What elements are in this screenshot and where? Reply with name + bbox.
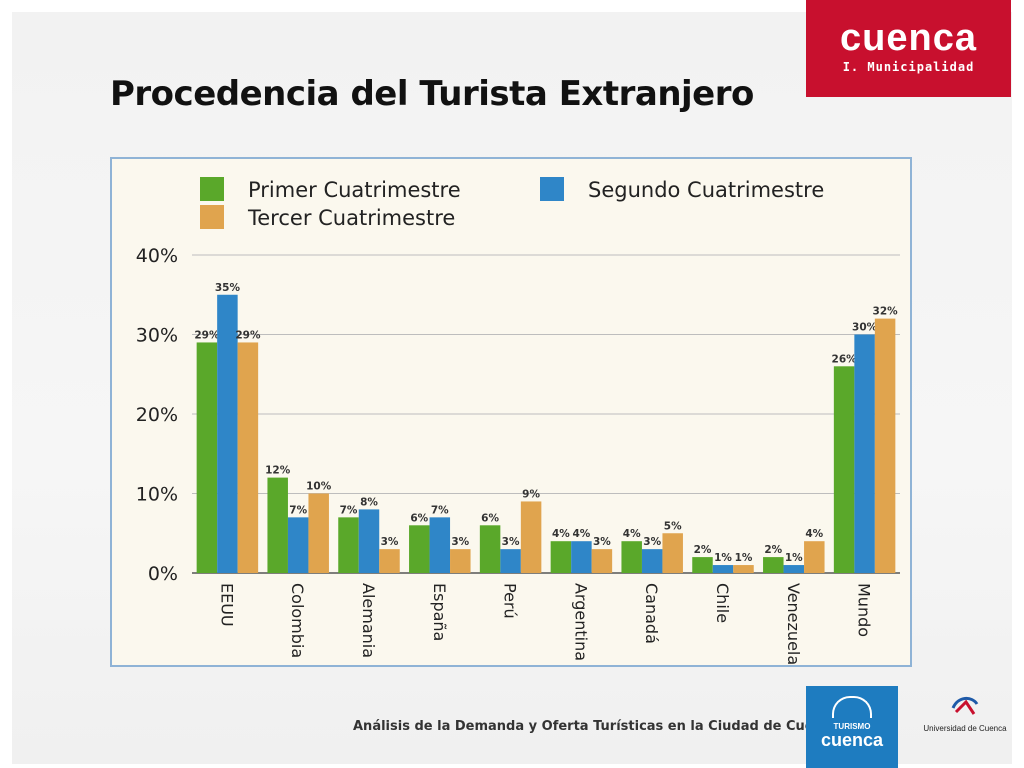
bar-segundo-cuatrimestre: [854, 334, 875, 573]
bar-segundo-cuatrimestre: [358, 509, 380, 573]
bar-segundo-cuatrimestre: [712, 565, 734, 573]
cuenca-logo-brand: cuenca: [840, 17, 977, 59]
data-label: 3%: [502, 536, 520, 548]
y-tick-label: 40%: [136, 245, 178, 267]
data-label: 3%: [643, 536, 661, 548]
bar-segundo-cuatrimestre: [641, 549, 663, 573]
data-label: 29%: [194, 329, 220, 341]
bar-tercer-cuatrimestre: [520, 501, 542, 573]
category-label: Alemania: [359, 583, 378, 658]
bar-primer-cuatrimestre: [763, 557, 784, 573]
data-label: 1%: [735, 552, 753, 564]
category-label: Chile: [713, 583, 732, 623]
legend-swatch-2: [540, 177, 564, 201]
data-label: 7%: [340, 504, 358, 516]
category-label: Argentina: [571, 583, 590, 661]
turismo-logo-brand: cuenca: [820, 730, 884, 750]
data-label: 2%: [694, 544, 712, 556]
bar-tercer-cuatrimestre: [874, 318, 896, 573]
legend-label-2: Segundo Cuatrimestre: [588, 178, 824, 202]
y-tick-label: 20%: [136, 404, 178, 426]
category-label: Colombia: [288, 583, 307, 658]
category-label: España: [430, 583, 449, 641]
bar-chart: Primer Cuatrimestre Segundo Cuatrimestre T…: [136, 177, 900, 665]
data-label: 10%: [306, 481, 332, 493]
category-label: Mundo: [855, 583, 874, 637]
data-label: 7%: [431, 504, 449, 516]
category-label: Canadá: [642, 583, 661, 644]
cuenca-municipality-logo: cuenca I. Municipalidad: [806, 0, 1011, 97]
data-label: 32%: [873, 306, 899, 318]
turismo-logo-small-text: TURISMO: [833, 722, 871, 731]
data-label: 26%: [832, 353, 858, 365]
data-label: 4%: [552, 528, 570, 540]
bar-primer-cuatrimestre: [479, 525, 501, 573]
data-label: 3%: [593, 536, 611, 548]
bar-tercer-cuatrimestre: [662, 533, 683, 573]
data-label: 9%: [522, 488, 540, 500]
data-label: 4%: [805, 528, 823, 540]
category-label: EEUU: [217, 583, 236, 627]
bar-primer-cuatrimestre: [550, 541, 572, 573]
legend-label-1: Primer Cuatrimestre: [248, 178, 461, 202]
data-label: 4%: [572, 528, 590, 540]
bar-primer-cuatrimestre: [196, 342, 218, 573]
bar-primer-cuatrimestre: [621, 541, 642, 573]
y-tick-label: 0%: [148, 563, 178, 585]
footer-caption: Análisis de la Demanda y Oferta Turístic…: [353, 719, 840, 734]
university-emblem-icon: [951, 697, 979, 715]
data-label: 2%: [764, 544, 782, 556]
bar-segundo-cuatrimestre: [500, 549, 521, 573]
bar-segundo-cuatrimestre: [217, 294, 238, 573]
chart-container: Primer Cuatrimestre Segundo Cuatrimestre T…: [110, 157, 912, 667]
bar-tercer-cuatrimestre: [237, 342, 259, 573]
data-label: 8%: [360, 496, 378, 508]
cuenca-logo-subtitle: I. Municipalidad: [842, 60, 975, 74]
bar-segundo-cuatrimestre: [429, 517, 451, 573]
data-label: 12%: [265, 465, 291, 477]
data-label: 3%: [451, 536, 469, 548]
bar-tercer-cuatrimestre: [591, 549, 613, 573]
data-label: 1%: [714, 552, 732, 564]
data-label: 7%: [289, 504, 307, 516]
data-label: 5%: [664, 520, 682, 532]
bar-segundo-cuatrimestre: [783, 565, 805, 573]
data-label: 6%: [481, 512, 499, 524]
university-name: Universidad de Cuenca: [923, 724, 1007, 733]
data-label: 29%: [235, 329, 261, 341]
category-label: Venezuela: [784, 583, 803, 665]
bar-tercer-cuatrimestre: [450, 549, 471, 573]
data-label: 6%: [410, 512, 428, 524]
bar-primer-cuatrimestre: [338, 517, 359, 573]
data-label: 30%: [852, 322, 878, 334]
turismo-cuenca-logo: TURISMO cuenca: [806, 686, 898, 768]
legend-label-3: Tercer Cuatrimestre: [247, 206, 455, 230]
category-label: Perú: [501, 583, 520, 619]
bar-tercer-cuatrimestre: [733, 565, 754, 573]
bar-tercer-cuatrimestre: [804, 541, 825, 573]
y-tick-label: 30%: [136, 325, 178, 347]
bar-tercer-cuatrimestre: [379, 549, 400, 573]
bar-segundo-cuatrimestre: [571, 541, 592, 573]
cathedral-dome-icon: [832, 696, 872, 718]
data-label: 3%: [381, 536, 399, 548]
bar-primer-cuatrimestre: [833, 366, 855, 573]
y-tick-label: 10%: [136, 484, 178, 506]
bar-primer-cuatrimestre: [409, 525, 430, 573]
data-label: 4%: [623, 528, 641, 540]
slide-title: Procedencia del Turista Extranjero: [110, 74, 754, 114]
bar-segundo-cuatrimestre: [287, 517, 309, 573]
legend-swatch-3: [200, 205, 224, 229]
data-label: 1%: [785, 552, 803, 564]
legend-swatch-1: [200, 177, 224, 201]
bar-tercer-cuatrimestre: [308, 493, 329, 573]
universidad-de-cuenca-logo: Universidad de Cuenca: [920, 690, 1010, 750]
bar-primer-cuatrimestre: [267, 477, 288, 573]
bar-primer-cuatrimestre: [692, 557, 713, 573]
data-label: 35%: [215, 282, 241, 294]
